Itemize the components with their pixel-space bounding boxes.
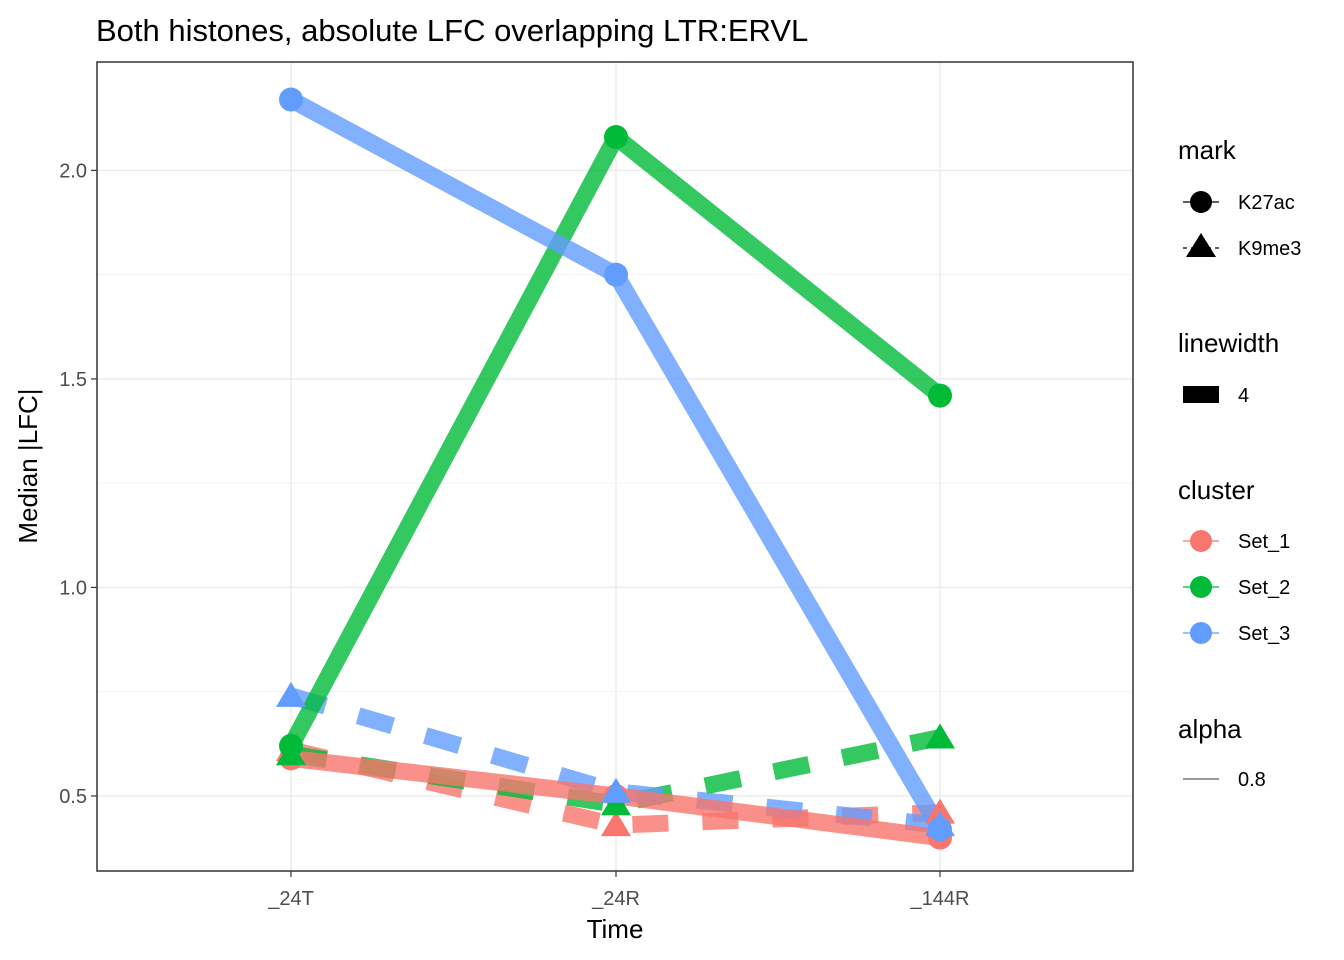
data-point-set-2-k9me3 [925, 723, 955, 749]
circle-icon [1190, 530, 1212, 552]
circle-icon [1190, 576, 1212, 598]
legend-key-set-3: Set_3 [1183, 622, 1290, 645]
legend-key-alpha: 0.8 [1183, 769, 1266, 791]
legend-key-k27ac: K27ac [1183, 191, 1295, 214]
x-tick-label: _24R [591, 888, 640, 910]
legend-key-set-2: Set_2 [1183, 576, 1290, 599]
plot-panel-border [96, 61, 1134, 872]
legend-label-alpha: 0.8 [1238, 769, 1266, 791]
data-point-set-3-k27ac [604, 262, 628, 287]
grid [97, 62, 1133, 871]
y-axis-title: Median |LFC| [13, 388, 43, 543]
data-point-set-2-k27ac [928, 383, 952, 408]
legend-linewidth-title: linewidth [1178, 328, 1279, 358]
legend-label-set-1: Set_1 [1238, 531, 1290, 553]
legend-key-set-1: Set_1 [1183, 530, 1290, 553]
data-point-set-3-k9me3 [925, 811, 955, 837]
legend: mark K27ac K9me3 linewidth 4 cluster Set… [1178, 135, 1301, 791]
legend-label-set-3: Set_3 [1238, 623, 1290, 645]
circle-icon [1190, 622, 1212, 644]
x-tick-label: _144R [910, 888, 970, 910]
data-point-set-1-k9me3 [925, 798, 955, 824]
series-points [276, 87, 955, 850]
chart-title: Both histones, absolute LFC overlapping … [96, 13, 808, 48]
data-point-set-3-k27ac [279, 87, 303, 112]
legend-cluster-title: cluster [1178, 475, 1255, 505]
legend-label-set-2: Set_2 [1238, 577, 1290, 599]
thick-line-icon [1183, 386, 1219, 403]
legend-label-linewidth: 4 [1238, 385, 1249, 407]
data-point-set-2-k27ac [604, 125, 628, 150]
x-tick-label: _24T [267, 888, 314, 910]
x-axis-ticks: _24T _24R _144R [267, 871, 969, 910]
data-point-set-2-k9me3 [276, 740, 306, 766]
circle-icon [1190, 191, 1212, 213]
x-axis-title: Time [587, 914, 644, 944]
legend-alpha-title: alpha [1178, 714, 1242, 744]
data-point-set-2-k9me3 [601, 790, 631, 816]
data-point-set-3-k9me3 [276, 681, 306, 707]
y-tick-label: 1.0 [59, 577, 87, 599]
y-tick-label: 2.0 [59, 160, 87, 182]
y-axis-ticks: 0.5 1.0 1.5 2.0 [59, 160, 97, 808]
y-tick-label: 1.5 [59, 369, 87, 391]
legend-label-k27ac: K27ac [1238, 192, 1295, 214]
legend-mark-title: mark [1178, 135, 1237, 165]
legend-label-k9me3: K9me3 [1238, 238, 1301, 260]
y-tick-label: 0.5 [59, 786, 87, 808]
legend-key-linewidth: 4 [1183, 385, 1249, 407]
legend-key-k9me3: K9me3 [1183, 233, 1301, 260]
data-point-set-1-k9me3 [601, 811, 631, 837]
data-point-set-3-k9me3 [601, 777, 631, 803]
triangle-icon [1186, 233, 1216, 257]
